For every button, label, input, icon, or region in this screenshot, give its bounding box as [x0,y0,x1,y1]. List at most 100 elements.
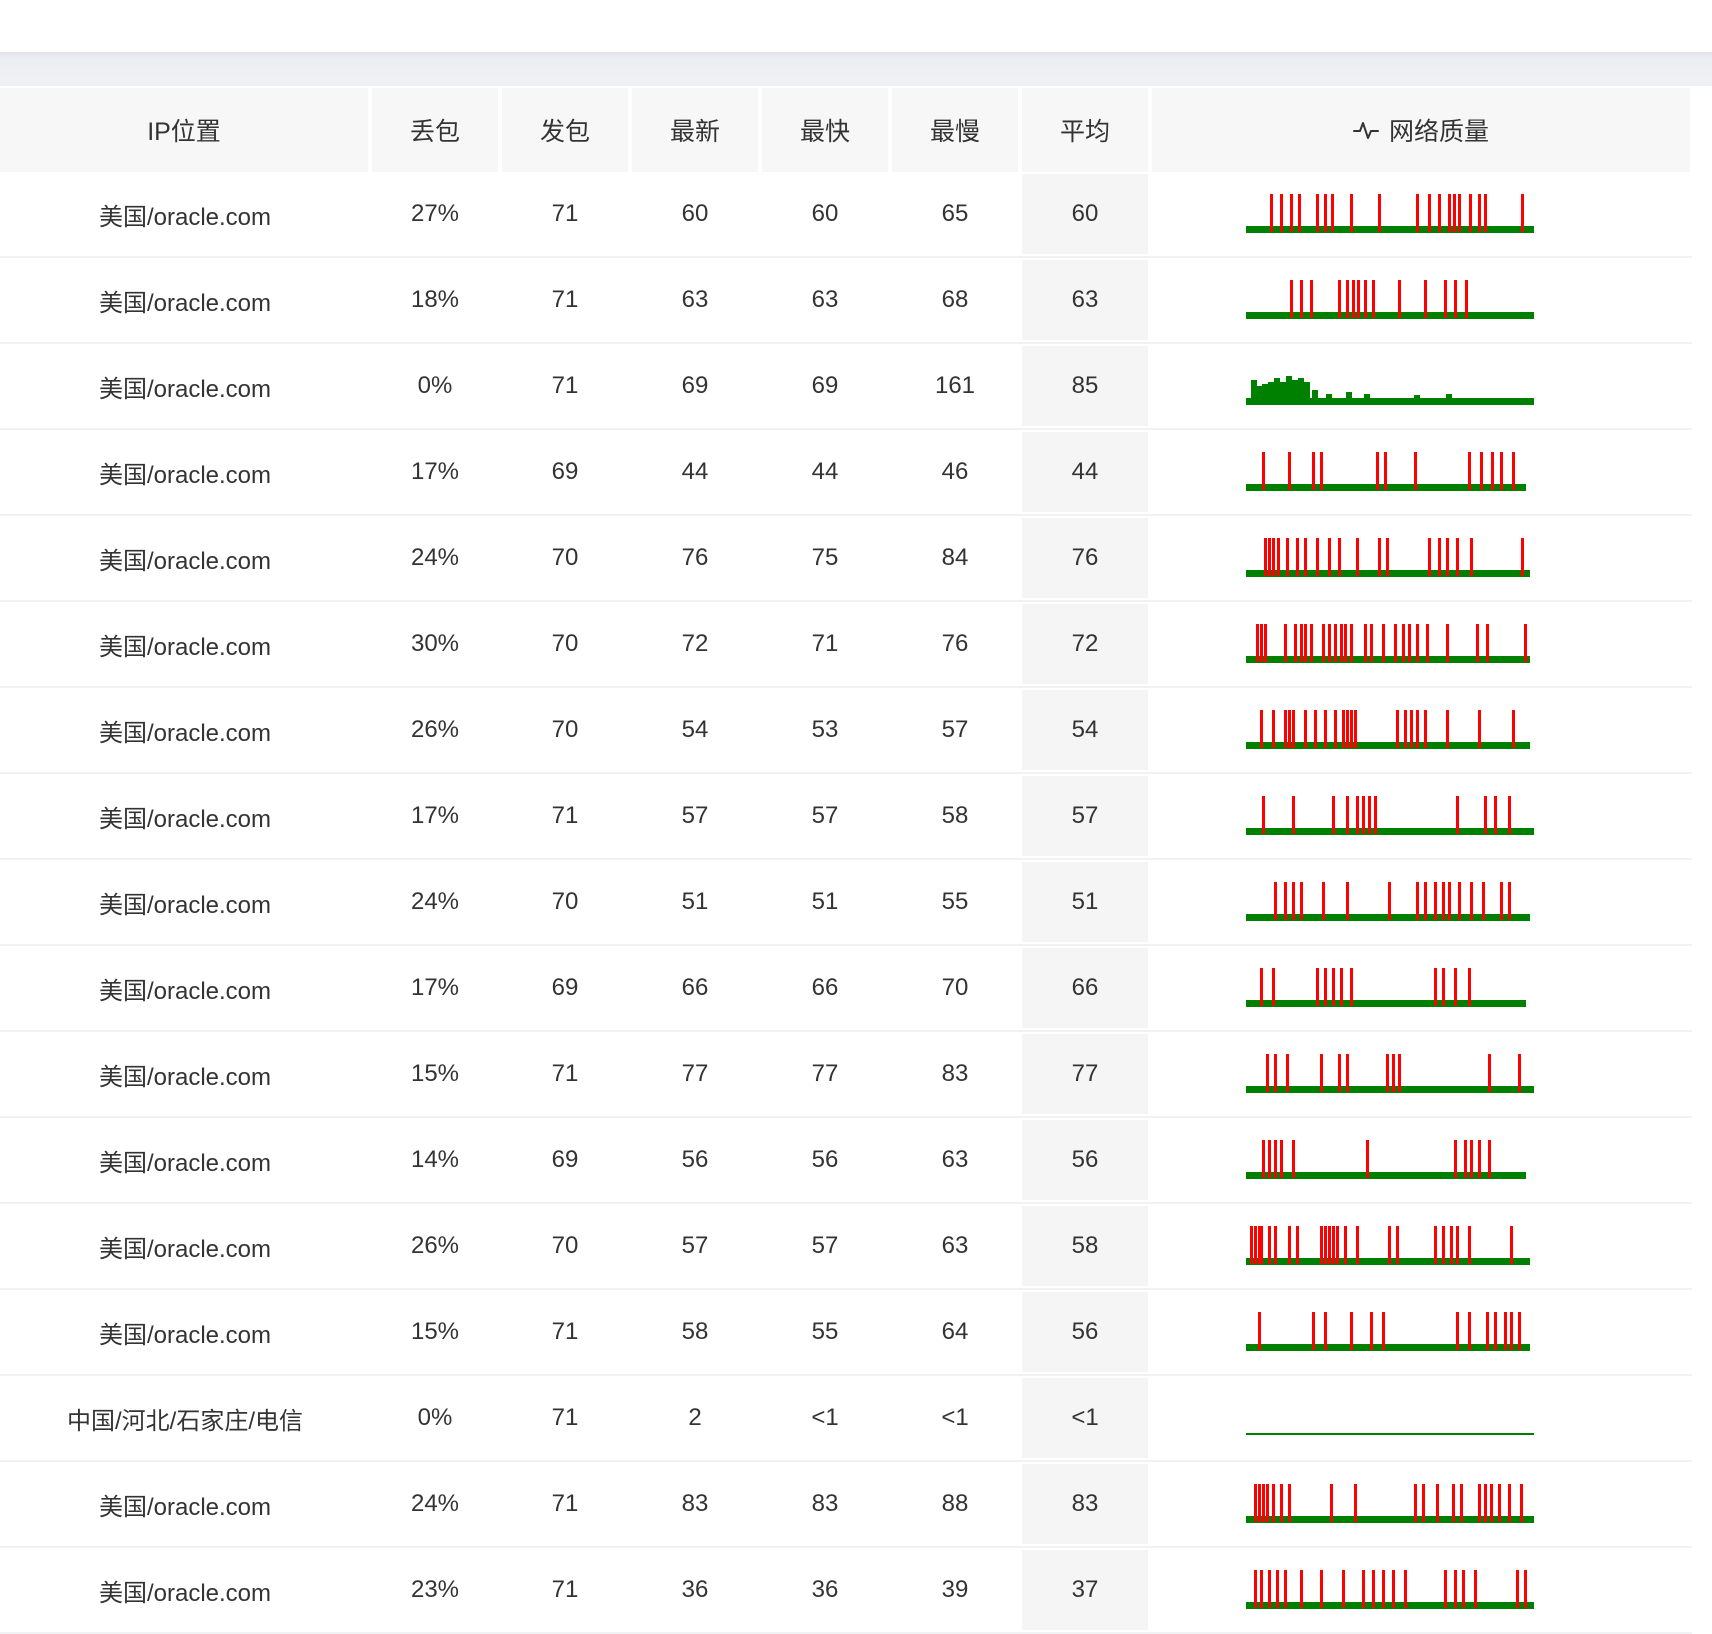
average-cell: 83 [1020,1461,1150,1548]
table-row[interactable]: 美国/oracle.com 27% 71 60 60 65 60 [0,172,1692,258]
latency-baseline [1246,656,1530,663]
packet-loss-tick [1424,710,1427,748]
packet-loss-tick [1268,538,1271,576]
average-cell: 37 [1020,1547,1150,1634]
packet-loss-tick [1494,1312,1497,1350]
packet-loss-tick [1316,194,1319,232]
col-header-average[interactable]: 平均 [1020,88,1150,172]
table-row[interactable]: 美国/oracle.com 0% 71 69 69 161 85 [0,343,1692,430]
packet-loss-tick [1442,882,1445,920]
sent-cell: 69 [500,945,630,1032]
packet-loss-tick [1324,710,1327,748]
latest-cell: 2 [630,1375,760,1462]
table-row[interactable]: 美国/oracle.com 23% 71 36 36 39 37 [0,1547,1692,1634]
network-quality-sparkline [1246,624,1530,663]
fastest-cell: <1 [760,1375,890,1462]
packet-loss-tick [1512,452,1515,490]
latency-baseline [1246,226,1534,233]
sent-cell: 71 [500,1289,630,1376]
col-header-fastest[interactable]: 最快 [760,88,890,172]
packet-loss-tick [1396,710,1399,748]
packet-loss-tick [1288,452,1291,490]
packet-loss-tick [1332,968,1335,1006]
slowest-cell: 68 [890,257,1020,344]
packet-loss-tick [1468,968,1471,1006]
latency-baseline [1246,1344,1530,1351]
packet-loss-tick [1328,1226,1331,1264]
table-row[interactable]: 美国/oracle.com 14% 69 56 56 63 56 [0,1117,1692,1204]
col-header-ip[interactable]: IP位置 [0,88,370,172]
packet-loss-tick [1288,1226,1291,1264]
packet-loss-tick [1491,452,1494,490]
packet-loss-tick [1346,796,1349,834]
packet-loss-tick [1468,1226,1471,1264]
fastest-cell: 44 [760,429,890,516]
packet-loss-tick [1468,1312,1471,1350]
packet-loss-tick [1332,1226,1335,1264]
packet-loss-tick [1356,1226,1359,1264]
table-row[interactable]: 美国/oracle.com 15% 71 77 77 83 77 [0,1031,1692,1118]
average-cell: 57 [1020,773,1150,860]
packet-loss-tick [1286,1054,1289,1092]
col-header-quality[interactable]: 网络质量 [1150,88,1692,172]
latency-baseline [1246,312,1534,319]
packet-loss-tick [1484,1484,1487,1522]
loss-cell: 15% [370,1289,500,1376]
packet-loss-tick [1300,882,1303,920]
table-row[interactable]: 美国/oracle.com 15% 71 58 55 64 56 [0,1289,1692,1376]
col-header-slowest[interactable]: 最慢 [890,88,1020,172]
quality-cell [1150,1461,1692,1548]
table-row[interactable]: 美国/oracle.com 17% 71 57 57 58 57 [0,773,1692,860]
packet-loss-tick [1478,194,1481,232]
packet-loss-tick [1330,1484,1333,1522]
packet-loss-tick [1254,1570,1257,1608]
table-row[interactable]: 美国/oracle.com 30% 70 72 71 76 72 [0,601,1692,688]
packet-loss-tick [1350,710,1353,748]
packet-loss-tick [1454,280,1457,318]
packet-loss-tick [1260,968,1263,1006]
quality-cell [1150,429,1692,516]
packet-loss-tick [1456,1226,1459,1264]
network-quality-sparkline [1246,452,1526,491]
table-row[interactable]: 美国/oracle.com 17% 69 66 66 70 66 [0,945,1692,1032]
table-row[interactable]: 美国/oracle.com 26% 70 57 57 63 58 [0,1203,1692,1290]
packet-loss-tick [1498,1484,1501,1522]
packet-loss-tick [1258,1312,1261,1350]
table-row[interactable]: 美国/oracle.com 17% 69 44 44 46 44 [0,429,1692,516]
network-quality-sparkline [1246,710,1530,749]
latest-cell: 44 [630,429,760,516]
packet-loss-tick [1454,1140,1457,1178]
packet-loss-tick [1422,1484,1425,1522]
ip-cell: 美国/oracle.com [0,429,370,516]
col-header-loss[interactable]: 丢包 [370,88,500,172]
table-row[interactable]: 美国/oracle.com 26% 70 54 53 57 54 [0,687,1692,774]
sent-cell: 70 [500,1203,630,1290]
packet-loss-tick [1414,452,1417,490]
packet-loss-tick [1382,624,1385,662]
packet-loss-tick [1300,280,1303,318]
packet-loss-tick [1378,538,1381,576]
packet-loss-tick [1392,1570,1395,1608]
table-row[interactable]: 中国/河北/石家庄/电信 0% 71 2 <1 <1 <1 [0,1375,1692,1462]
packet-loss-tick [1454,968,1457,1006]
fastest-cell: 53 [760,687,890,774]
packet-loss-tick [1366,1140,1369,1178]
latest-cell: 72 [630,601,760,688]
packet-loss-tick [1524,1570,1527,1608]
table-row[interactable]: 美国/oracle.com 24% 70 76 75 84 76 [0,515,1692,602]
table-row[interactable]: 美国/oracle.com 18% 71 63 63 68 63 [0,257,1692,344]
packet-loss-tick [1394,624,1397,662]
loss-cell: 0% [370,343,500,430]
table-row[interactable]: 美国/oracle.com 24% 71 83 83 88 83 [0,1461,1692,1548]
packet-loss-tick [1482,882,1485,920]
packet-loss-tick [1254,1226,1257,1264]
packet-loss-tick [1294,624,1297,662]
quality-cell [1150,945,1692,1032]
packet-loss-tick [1268,1140,1271,1178]
packet-loss-tick [1296,538,1299,576]
col-header-latest[interactable]: 最新 [630,88,760,172]
packet-loss-tick [1458,882,1461,920]
table-row[interactable]: 美国/oracle.com 24% 70 51 51 55 51 [0,859,1692,946]
packet-loss-tick [1424,882,1427,920]
col-header-sent[interactable]: 发包 [500,88,630,172]
